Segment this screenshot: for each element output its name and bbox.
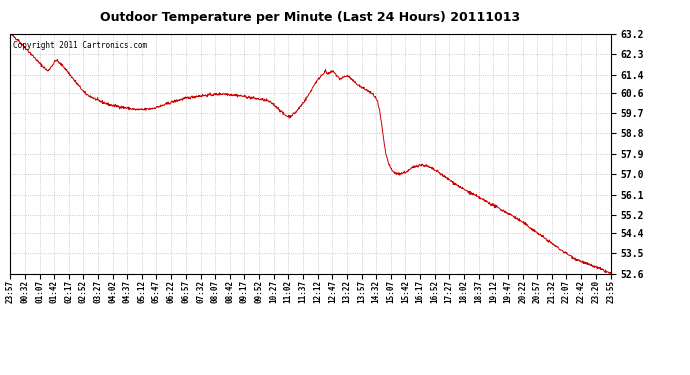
Text: Copyright 2011 Cartronics.com: Copyright 2011 Cartronics.com [13, 41, 148, 50]
Text: Outdoor Temperature per Minute (Last 24 Hours) 20111013: Outdoor Temperature per Minute (Last 24 … [101, 11, 520, 24]
